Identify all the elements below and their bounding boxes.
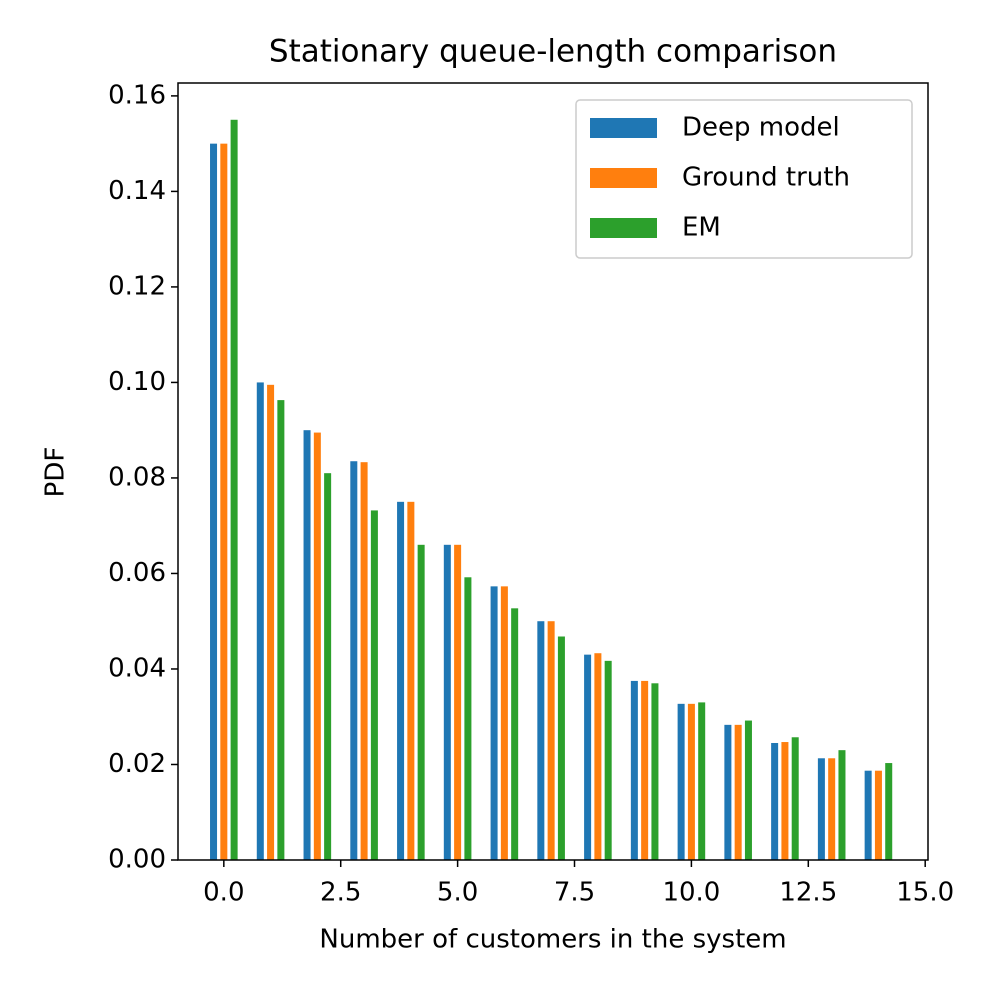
- bar: [547, 621, 555, 860]
- bar: [838, 750, 846, 860]
- y-tick-label: 0.10: [108, 367, 166, 397]
- bar: [511, 608, 519, 860]
- bar: [557, 636, 565, 860]
- bar: [267, 384, 275, 860]
- bar: [734, 724, 742, 860]
- bar: [874, 770, 882, 860]
- y-tick-label: 0.02: [108, 749, 166, 779]
- bar: [370, 510, 378, 860]
- bar: [397, 501, 405, 860]
- bar: [828, 758, 836, 860]
- bar: [464, 577, 472, 860]
- bar: [490, 586, 498, 860]
- bar: [651, 683, 659, 860]
- bar: [417, 544, 425, 860]
- bar: [744, 720, 752, 860]
- x-axis-label: Number of customers in the system: [319, 925, 786, 955]
- bar: [360, 462, 368, 860]
- bar: [256, 382, 264, 860]
- x-tick-label: 10.0: [662, 878, 720, 908]
- bar: [500, 586, 508, 860]
- bar: [698, 702, 706, 860]
- x-tick-label: 12.5: [779, 878, 837, 908]
- bar: [230, 119, 238, 861]
- bar: [350, 461, 358, 860]
- bar: [641, 680, 649, 860]
- bar: [817, 758, 825, 860]
- bar: [630, 680, 638, 860]
- legend-label: Deep model: [682, 113, 840, 143]
- y-tick-label: 0.06: [108, 558, 166, 588]
- bar: [277, 400, 285, 860]
- legend-label: EM: [682, 213, 721, 243]
- bar: [687, 703, 695, 860]
- x-tick-label: 5.0: [437, 878, 478, 908]
- bar: [584, 654, 592, 860]
- bar: [781, 742, 789, 860]
- bar: [443, 544, 451, 860]
- bar: [594, 653, 602, 860]
- bar: [220, 143, 228, 861]
- y-tick-label: 0.12: [108, 271, 166, 301]
- y-tick-label: 0.00: [108, 845, 166, 875]
- y-tick-label: 0.04: [108, 653, 166, 683]
- bar: [210, 143, 218, 861]
- bar: [677, 703, 685, 860]
- legend-box: [575, 99, 913, 259]
- bar: [791, 737, 799, 860]
- bar: [313, 432, 321, 860]
- bar: [537, 621, 545, 860]
- x-tick-label: 15.0: [896, 878, 954, 908]
- y-tick-label: 0.08: [108, 462, 166, 492]
- bar: [724, 724, 732, 860]
- y-tick-label: 0.16: [108, 80, 166, 110]
- x-tick-label: 0.0: [203, 878, 244, 908]
- y-tick-label: 0.14: [108, 176, 166, 206]
- bar: [885, 763, 893, 860]
- bar: [604, 660, 612, 860]
- plot-frame: [177, 82, 929, 861]
- legend-swatch: [590, 168, 657, 188]
- x-tick-label: 7.5: [554, 878, 595, 908]
- legend-label: Ground truth: [682, 163, 850, 193]
- legend-swatch: [590, 118, 657, 138]
- chart-title: Stationary queue-length comparison: [269, 34, 837, 70]
- bar: [454, 544, 462, 860]
- y-axis-label: PDF: [41, 447, 71, 498]
- bar: [864, 770, 872, 860]
- bar: [771, 742, 779, 860]
- legend-swatch: [590, 218, 657, 238]
- x-tick-label: 2.5: [320, 878, 361, 908]
- bar: [324, 473, 332, 860]
- bar: [407, 501, 415, 860]
- bar: [303, 430, 311, 860]
